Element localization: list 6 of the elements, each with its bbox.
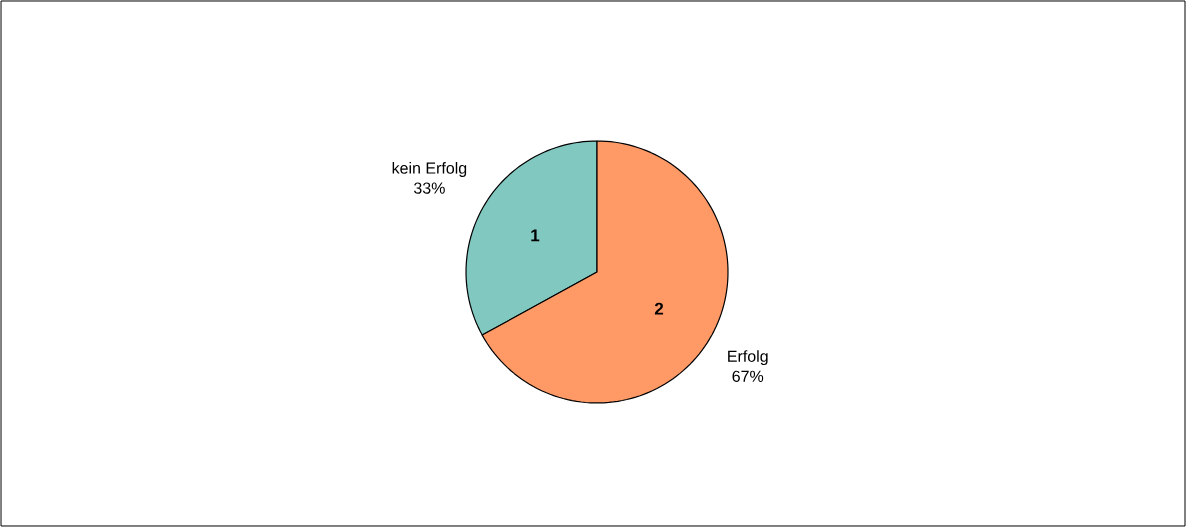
text: 1 [531, 229, 540, 242]
slice-label: Erfolg [728, 350, 768, 366]
slice-label: kein Erfolg [392, 162, 467, 177]
data-label: 33% [414, 182, 445, 194]
text: 2 [654, 302, 664, 315]
data-label: 67% [732, 370, 764, 382]
